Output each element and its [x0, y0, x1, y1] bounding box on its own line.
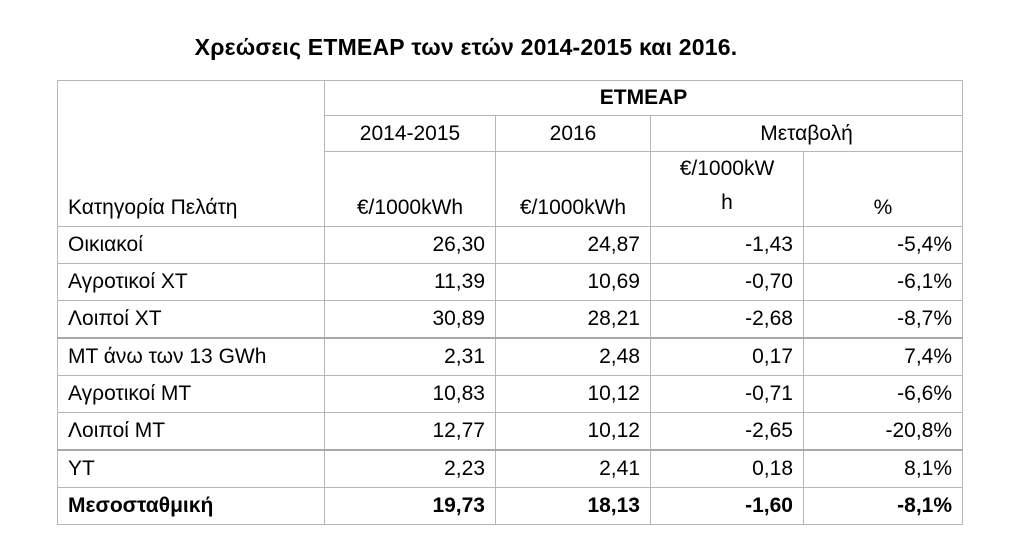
cell-2016: 10,12	[495, 412, 651, 451]
cell-percent: -20,8%	[802, 412, 964, 451]
cell-percent: -8,1%	[802, 487, 964, 525]
table-title: Χρεώσεις ΕΤΜΕΑΡ των ετών 2014-2015 και 2…	[194, 34, 738, 60]
table-row: Αγροτικοί ΧΤ 11,39 10,69 -0,70 -6,1%	[57, 263, 964, 301]
cell-change: -2,68	[650, 300, 804, 339]
table-row: Οικιακοί 26,30 24,87 -1,43 -5,4%	[57, 226, 964, 264]
unit-change-line2: h	[721, 191, 733, 214]
unit-2016: €/1000kWh	[495, 151, 651, 227]
row-category: Λοιποί ΜΤ	[57, 412, 325, 451]
cell-2016: 2,48	[495, 337, 651, 376]
table-row-total: Μεσοσταθμική 19,73 18,13 -1,60 -8,1%	[57, 487, 964, 525]
row-category: Λοιποί ΧΤ	[57, 300, 325, 339]
unit-percent: %	[802, 151, 964, 227]
row-category: ΥΤ	[57, 449, 325, 488]
table-row: ΜΤ άνω των 13 GWh 2,31 2,48 0,17 7,4%	[57, 337, 964, 376]
col-header-change: Μεταβολή	[649, 115, 964, 152]
cell-2014-2015: 19,73	[324, 487, 496, 525]
cell-2014-2015: 2,31	[324, 337, 496, 376]
cell-2016: 18,13	[495, 487, 651, 525]
row-category: Μεσοσταθμική	[57, 487, 325, 525]
cell-percent: 8,1%	[802, 449, 964, 488]
cell-change: -0,71	[650, 375, 804, 413]
table-row: ΥΤ 2,23 2,41 0,18 8,1%	[57, 449, 964, 488]
unit-change: €/1000kW h	[650, 151, 804, 227]
cell-2014-2015: 12,77	[324, 412, 496, 451]
cell-change: -2,65	[650, 412, 804, 451]
cell-2014-2015: 10,83	[324, 375, 496, 413]
col-header-2014-2015: 2014-2015	[324, 115, 496, 152]
header-row-years: 2014-2015 2016 Μεταβολή	[58, 115, 964, 152]
cell-change: 0,18	[650, 449, 804, 488]
cell-percent: 7,4%	[802, 337, 964, 376]
cell-percent: -5,4%	[802, 226, 964, 264]
table-row: Αγροτικοί ΜΤ 10,83 10,12 -0,71 -6,6%	[57, 375, 964, 413]
cell-change: -1,43	[650, 226, 804, 264]
cell-2016: 24,87	[495, 226, 651, 264]
header-row-units: €/1000kWh €/1000kWh €/1000kW h %	[58, 151, 964, 227]
col-header-2016: 2016	[495, 115, 651, 152]
unit-change-line1: €/1000kW	[679, 157, 775, 180]
charges-table: Κατηγορία Πελάτη ΕΤΜΕΑΡ 2014-2015 2016 Μ…	[57, 80, 964, 525]
cell-2014-2015: 26,30	[324, 226, 496, 264]
cell-2016: 10,12	[495, 375, 651, 413]
cell-2014-2015: 11,39	[324, 263, 496, 301]
table-row: Λοιποί ΧΤ 30,89 28,21 -2,68 -8,7%	[57, 300, 964, 339]
cell-percent: -6,1%	[802, 263, 964, 301]
cell-change: -1,60	[650, 487, 804, 525]
row-category: ΜΤ άνω των 13 GWh	[57, 337, 325, 376]
cell-2014-2015: 30,89	[324, 300, 496, 339]
cell-2016: 10,69	[495, 263, 651, 301]
row-category: Αγροτικοί ΧΤ	[57, 263, 325, 301]
cell-2016: 28,21	[495, 300, 651, 339]
cell-2016: 2,41	[495, 449, 651, 488]
row-category: Αγροτικοί ΜΤ	[57, 375, 325, 413]
cell-2014-2015: 2,23	[324, 449, 496, 488]
unit-2014-2015: €/1000kWh	[324, 151, 496, 227]
group-header: ΕΤΜΕΑΡ	[323, 80, 964, 116]
cell-percent: -8,7%	[802, 300, 964, 339]
cell-change: -0,70	[650, 263, 804, 301]
cell-change: 0,17	[650, 337, 804, 376]
row-category: Οικιακοί	[57, 226, 325, 264]
cell-percent: -6,6%	[802, 375, 964, 413]
category-header: Κατηγορία Πελάτη	[57, 80, 325, 227]
header-row-group: Κατηγορία Πελάτη ΕΤΜΕΑΡ	[57, 80, 964, 227]
table-row: Λοιποί ΜΤ 12,77 10,12 -2,65 -20,8%	[57, 412, 964, 451]
